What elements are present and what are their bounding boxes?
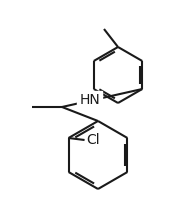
Text: HN: HN [79, 93, 100, 107]
Text: Cl: Cl [86, 133, 100, 147]
Text: HN: HN [79, 93, 100, 107]
